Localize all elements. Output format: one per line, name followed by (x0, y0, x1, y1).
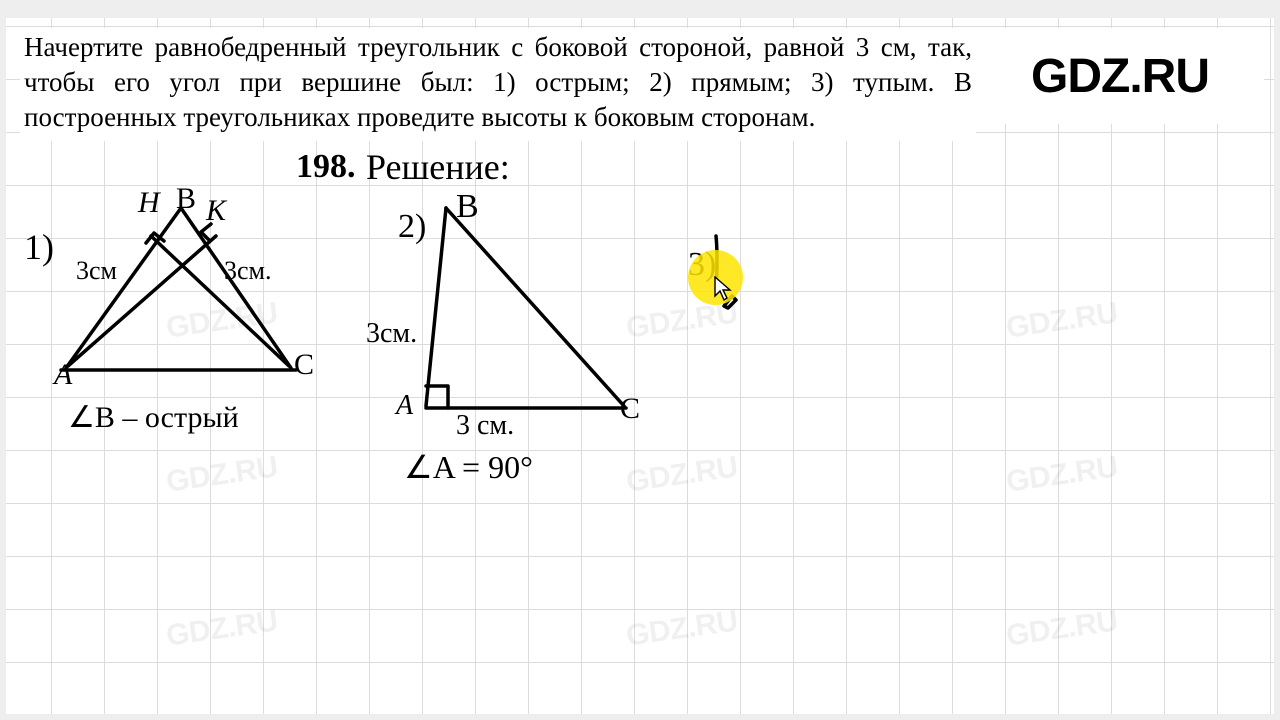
vertex-label-C-1: C (294, 348, 314, 382)
vertex-label-B: B (176, 182, 196, 216)
vertex-label-A-2: A (396, 390, 413, 422)
side-label-2-left: 3см. (366, 318, 417, 350)
mouse-cursor-icon (714, 276, 734, 304)
vertex-label-K: K (206, 194, 226, 228)
vertex-label-H: H (138, 186, 160, 220)
paper: GDZ.RU GDZ.RU GDZ.RU GDZ.RU GDZ.RU GDZ.R… (6, 18, 1274, 714)
case-2-number: 2) (398, 208, 426, 246)
case-1-note: ∠B – острый (68, 400, 239, 435)
case-1-number: 1) (24, 226, 54, 268)
vertex-label-B-2: B (456, 188, 479, 226)
site-logo: GDZ.RU (976, 28, 1264, 124)
side-label-2-bottom: 3 см. (456, 410, 514, 442)
solution-heading-word: Решение: (366, 146, 510, 188)
case-2-note: ∠A = 90° (404, 448, 533, 486)
side-label-1-left: 3см (76, 256, 117, 286)
vertex-label-A-1: A (54, 358, 72, 392)
vertex-label-C-2: C (620, 392, 640, 426)
side-label-1-right: 3см. (224, 256, 272, 286)
solution-heading-number: 198. (296, 148, 356, 186)
